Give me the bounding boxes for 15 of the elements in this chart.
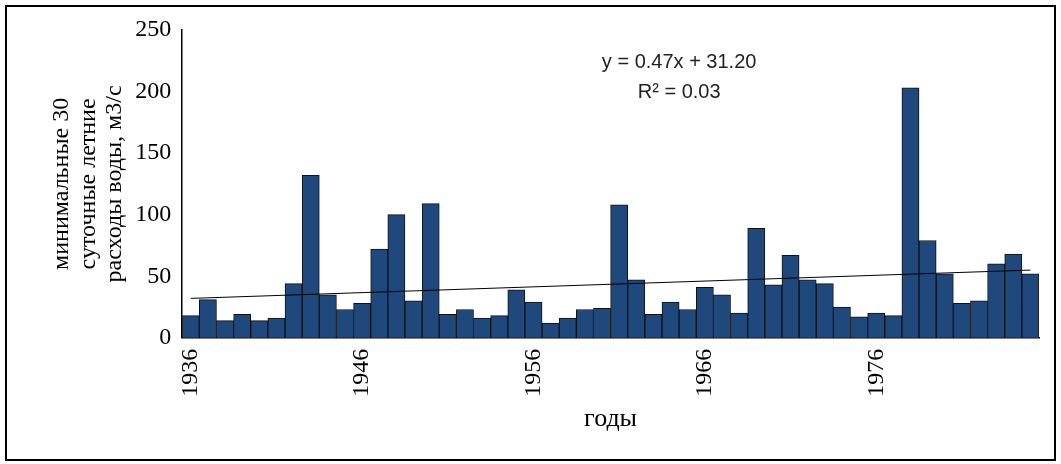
x-axis-title: годы [584, 403, 638, 433]
y-tick-label: 100 [135, 199, 172, 226]
y-tick-label: 200 [135, 76, 172, 103]
annotation: y = 0.47x + 31.20 [601, 49, 757, 72]
x-tick-label: 1956 [518, 348, 545, 397]
x-tick-label: 1936 [176, 348, 203, 397]
x-tick-label: 1966 [690, 348, 717, 397]
y-tick-label: 150 [135, 138, 172, 165]
y-axis-title: минимальные 30 суточные летние расходы воды, м3/с [47, 85, 127, 283]
y-tick-label: 50 [147, 261, 172, 288]
y-tick-label: 250 [135, 15, 172, 42]
annotation: R² = 0.03 [637, 79, 721, 102]
x-tick-label: 1976 [861, 348, 888, 397]
y-tick-label: 0 [159, 323, 172, 350]
x-tick-label: 1946 [347, 348, 374, 397]
